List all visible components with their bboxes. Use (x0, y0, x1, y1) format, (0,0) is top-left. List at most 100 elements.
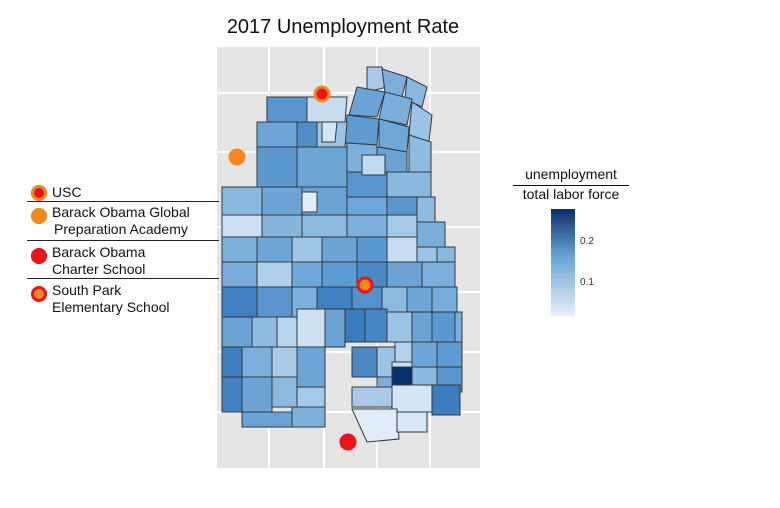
census-tract[interactable] (296, 346, 326, 388)
census-tract[interactable] (296, 386, 326, 408)
census-tract[interactable] (346, 171, 388, 198)
census-tract[interactable] (344, 308, 366, 343)
census-tract[interactable] (221, 186, 263, 216)
census-tract[interactable] (421, 261, 456, 288)
census-tract[interactable] (381, 286, 408, 313)
census-tract[interactable] (361, 154, 386, 176)
census-tract[interactable] (301, 214, 348, 238)
census-tract[interactable] (406, 286, 433, 313)
obama-global-academy-marker[interactable] (228, 148, 246, 166)
legend-divider (27, 201, 219, 202)
census-tract[interactable] (416, 246, 438, 263)
census-tract[interactable] (256, 286, 293, 318)
census-tract[interactable] (296, 308, 326, 348)
scale-denominator: total labor force (522, 186, 620, 202)
legend-item-label-line: Preparation Academy (54, 221, 188, 237)
colorbar-tick-label: 0.2 (580, 235, 594, 247)
census-tract[interactable] (241, 411, 293, 428)
legend-item-label: Barack Obama Charter School (52, 244, 145, 278)
census-tract[interactable] (386, 311, 413, 343)
census-tract[interactable] (411, 311, 433, 343)
census-tract[interactable] (386, 196, 418, 216)
legend-item-label: Barack Obama Global Preparation Academy (52, 204, 190, 238)
legend-item-label-line: USC (52, 184, 82, 200)
census-tract[interactable] (416, 221, 446, 248)
legend-marker-icon (31, 185, 47, 201)
census-tract[interactable] (351, 408, 400, 443)
census-tract[interactable] (221, 346, 243, 378)
census-tract[interactable] (391, 366, 413, 386)
census-tract[interactable] (256, 261, 293, 288)
census-tract[interactable] (346, 214, 388, 238)
census-tract[interactable] (416, 196, 436, 223)
census-tract[interactable] (454, 311, 463, 343)
census-tract[interactable] (256, 146, 298, 188)
census-tract[interactable] (391, 384, 433, 413)
census-tract[interactable] (271, 346, 298, 378)
census-tract[interactable] (411, 341, 438, 368)
census-tract[interactable] (256, 236, 293, 263)
census-tract[interactable] (344, 114, 380, 146)
census-tract[interactable] (256, 121, 298, 148)
census-tract[interactable] (346, 196, 388, 216)
census-tract[interactable] (321, 121, 338, 143)
legend-item-label: USC (52, 184, 82, 201)
census-tract[interactable] (386, 171, 432, 198)
census-tract[interactable] (291, 261, 323, 288)
census-tract[interactable] (321, 236, 358, 263)
census-tract[interactable] (316, 286, 353, 313)
census-tract[interactable] (324, 308, 346, 348)
school-markers (228, 85, 374, 451)
census-tract[interactable] (431, 384, 461, 416)
census-tract[interactable] (271, 376, 298, 408)
census-tract[interactable] (221, 214, 263, 238)
census-tract[interactable] (436, 341, 463, 368)
legend-item-label-line: Barack Obama Global (52, 204, 190, 220)
census-tract[interactable] (221, 316, 253, 348)
census-tract[interactable] (396, 411, 428, 433)
legend-item-label-line: South Park (52, 282, 122, 298)
census-tract[interactable] (394, 341, 413, 363)
census-tract[interactable] (356, 236, 388, 263)
census-tract[interactable] (348, 86, 386, 118)
census-tract[interactable] (291, 236, 323, 263)
census-tract[interactable] (221, 286, 258, 318)
census-tract[interactable] (261, 214, 303, 238)
census-tract[interactable] (296, 121, 318, 148)
legend-item-label: South Park Elementary School (52, 282, 170, 316)
census-tract[interactable] (261, 186, 303, 216)
census-tract[interactable] (276, 316, 298, 348)
census-tract[interactable] (251, 316, 278, 348)
census-tract[interactable] (408, 134, 432, 173)
census-tract[interactable] (351, 386, 393, 408)
obama-charter-school-marker[interactable] (339, 433, 357, 451)
census-tract[interactable] (221, 261, 258, 288)
legend-item-label-line: Elementary School (52, 299, 170, 315)
census-tract[interactable] (301, 191, 318, 213)
south-park-elementary-marker[interactable] (356, 276, 374, 294)
census-tract[interactable] (378, 91, 413, 126)
census-tract[interactable] (266, 96, 308, 123)
map-panel[interactable] (217, 47, 480, 468)
legend-divider (27, 278, 219, 279)
census-tract[interactable] (221, 376, 243, 413)
census-tract[interactable] (351, 346, 378, 378)
legend-item-label-line: Charter School (52, 261, 146, 277)
census-tract[interactable] (241, 376, 273, 413)
census-tract[interactable] (241, 346, 273, 378)
legend-marker-icon (31, 248, 47, 264)
census-tract[interactable] (291, 406, 326, 428)
census-tract[interactable] (296, 146, 348, 188)
census-tract[interactable] (386, 236, 418, 263)
census-tract[interactable] (386, 261, 423, 288)
census-tract[interactable] (364, 308, 388, 343)
census-tract[interactable] (221, 236, 258, 263)
census-tract[interactable] (386, 214, 418, 238)
census-tract[interactable] (431, 311, 456, 343)
legend-item-label-line: Barack Obama (52, 244, 146, 260)
legend-marker-icon (31, 208, 47, 224)
census-tract[interactable] (431, 286, 458, 313)
census-tract[interactable] (321, 261, 358, 288)
color-bar (551, 209, 575, 316)
usc-marker[interactable] (313, 85, 331, 103)
